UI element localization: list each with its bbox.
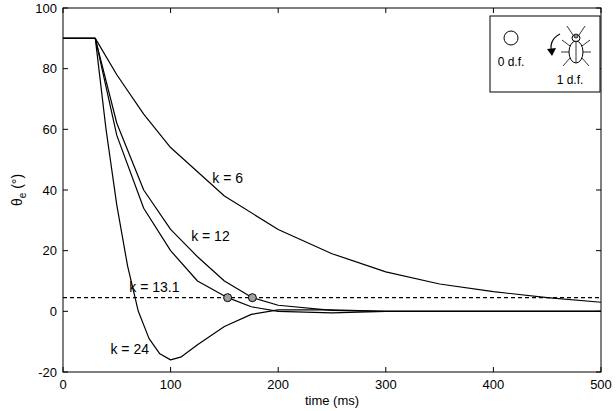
x-tick-label: 300 xyxy=(375,377,397,392)
y-axis-label: θe (°) xyxy=(9,174,28,206)
y-tick-label: 60 xyxy=(43,122,57,137)
y-tick-label: 20 xyxy=(43,243,57,258)
plot-frame xyxy=(63,8,601,372)
beetle-leg xyxy=(579,26,585,35)
beetle-body xyxy=(569,41,583,63)
x-tick xyxy=(493,367,494,372)
y-tick xyxy=(63,129,68,130)
y-tick xyxy=(63,68,68,69)
y-tick xyxy=(63,311,68,312)
threshold-line xyxy=(63,297,601,298)
inset-box xyxy=(490,16,600,92)
y-tick-label: -20 xyxy=(38,365,57,380)
x-tick xyxy=(278,8,279,13)
inset: 0 d.f. 1 d.f. xyxy=(490,16,600,92)
x-tick-label: 200 xyxy=(267,377,289,392)
beetle-leg xyxy=(582,40,590,46)
x-tick xyxy=(385,8,386,13)
x-tick xyxy=(278,367,279,372)
y-tick xyxy=(596,129,601,130)
y-tick xyxy=(63,250,68,251)
beetle-leg xyxy=(582,58,589,66)
marker xyxy=(224,294,232,302)
x-tick xyxy=(170,8,171,13)
annotation: k = 24 xyxy=(110,341,149,357)
x-tick xyxy=(170,367,171,372)
chart: 0100200300400500-20020406080100time (ms)… xyxy=(0,0,616,411)
beetle-line xyxy=(576,42,577,63)
beetle-head xyxy=(572,35,580,42)
rotation-arrowhead xyxy=(547,48,556,56)
annotation: k = 6 xyxy=(212,170,243,186)
x-tick-label: 0 xyxy=(59,377,66,392)
x-tick-label: 100 xyxy=(160,377,182,392)
beetle-pivot xyxy=(574,34,578,38)
x-tick xyxy=(493,8,494,13)
x-tick-label: 400 xyxy=(483,377,505,392)
beetle-leg xyxy=(567,26,573,35)
beetle-leg xyxy=(563,58,570,66)
inset-label: 1 d.f. xyxy=(557,73,584,87)
y-tick-label: 80 xyxy=(43,61,57,76)
beetle-leg xyxy=(562,40,570,46)
beetle-leg xyxy=(583,52,591,53)
marker xyxy=(248,294,256,302)
y-tick-label: 100 xyxy=(35,1,57,16)
x-tick xyxy=(385,367,386,372)
beetle-leg xyxy=(561,52,569,53)
x-tick-label: 500 xyxy=(590,377,612,392)
inset-label: 0 d.f. xyxy=(498,55,525,69)
y-tick-label: 40 xyxy=(43,183,57,198)
y-tick xyxy=(596,250,601,251)
y-tick xyxy=(63,190,68,191)
annotation: k = 12 xyxy=(191,228,230,244)
annotation: k = 13.1 xyxy=(129,279,179,295)
y-tick xyxy=(596,190,601,191)
x-axis-label: time (ms) xyxy=(305,393,359,408)
inset-circle xyxy=(504,31,518,45)
y-tick-label: 0 xyxy=(50,304,57,319)
